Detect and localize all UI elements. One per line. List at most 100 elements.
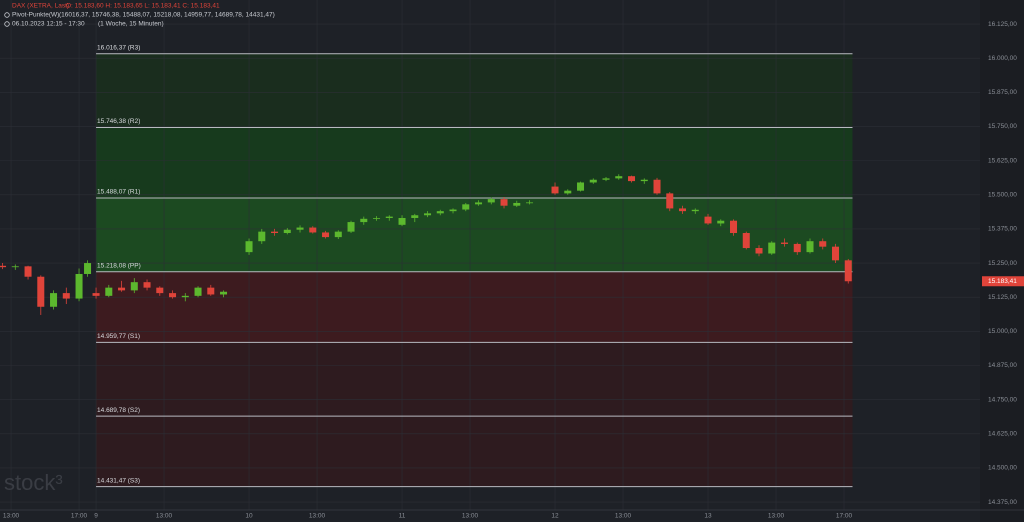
candle-body (309, 227, 317, 233)
candle-body (220, 291, 228, 295)
candle-body (768, 242, 776, 254)
x-tick-label: 13:00 (462, 513, 479, 520)
clock-icon (4, 21, 10, 27)
candle-body (666, 193, 674, 209)
candle-body (245, 241, 253, 253)
candle-body (130, 282, 138, 291)
header-ohlc: O: 15.183,60 H: 15.183,65 L: 15.183,41 C… (66, 3, 220, 10)
candle-body (37, 276, 45, 307)
watermark: stock³ (4, 470, 63, 495)
marks-layer (0, 53, 1024, 488)
y-tick-label: 14.875,00 (988, 362, 1017, 369)
candle-body (793, 243, 801, 253)
pivot-zone (96, 416, 853, 487)
x-tick-label: 13:00 (3, 513, 20, 520)
candle-body (207, 287, 215, 295)
candle-body (602, 178, 610, 180)
candle-body (360, 218, 368, 223)
candle-body (717, 220, 725, 224)
pivot-label: 15.218,08 (PP) (97, 262, 141, 269)
candle-body (84, 263, 92, 274)
y-tick-label: 15.250,00 (988, 260, 1017, 267)
candle-body (283, 229, 291, 234)
candle-body (322, 232, 330, 238)
candle-body (819, 241, 827, 247)
candle-body (806, 241, 814, 253)
candle-body (385, 216, 393, 218)
candle-body (156, 287, 164, 294)
pivot-zone (96, 53, 853, 128)
pivot-zone (96, 342, 853, 417)
candle-body (487, 199, 495, 203)
pivot-label: 15.488,07 (R1) (97, 189, 140, 196)
x-tick-label: 13 (704, 513, 712, 520)
x-tick-label: 10 (245, 513, 253, 520)
candle-body (628, 176, 636, 182)
candle-body (551, 186, 559, 194)
candle-body (334, 231, 342, 238)
header-indicator-values: (16016,37, 15746,38, 15488,07, 15218,08,… (59, 12, 275, 19)
pivot-label: 15.746,38 (R2) (97, 118, 140, 125)
candle-body (105, 287, 113, 296)
candle-body (181, 295, 189, 298)
candle-body (271, 231, 279, 234)
x-tick-label: 9 (94, 513, 98, 520)
candle-body (143, 282, 151, 288)
candle-body (194, 287, 202, 296)
candle-body (436, 211, 444, 214)
y-tick-label: 15.625,00 (988, 157, 1017, 164)
candle-body (589, 179, 597, 183)
candle-body (679, 208, 687, 212)
header-interval: (1 Woche, 15 Minuten) (98, 21, 164, 28)
last-price-box (982, 276, 1024, 287)
candle-body (640, 179, 648, 182)
indicator-icon (4, 12, 10, 18)
last-price-label: 15.183,41 (988, 278, 1017, 285)
candle-body (564, 190, 572, 194)
candle-body (411, 215, 419, 218)
pivot-label: 14.431,47 (S3) (97, 477, 140, 484)
y-tick-label: 14.375,00 (988, 499, 1017, 506)
x-tick-label: 17:00 (836, 513, 853, 520)
candle-body (526, 202, 534, 204)
x-tick-label: 13:00 (615, 513, 632, 520)
candle-body (11, 266, 19, 268)
y-tick-label: 15.750,00 (988, 123, 1017, 130)
candle-body (92, 293, 100, 296)
candle-body (832, 246, 840, 261)
header-symbol: DAX (XETRA, Last) (12, 3, 69, 10)
x-tick-label: 13:00 (768, 513, 785, 520)
x-tick-label: 12 (551, 513, 559, 520)
candle-body (475, 202, 483, 205)
pivot-label: 14.959,77 (S1) (97, 333, 140, 340)
x-tick-label: 13:00 (156, 513, 173, 520)
candle-body (75, 273, 83, 299)
candle-body (0, 265, 7, 268)
y-tick-label: 15.000,00 (988, 328, 1017, 335)
pivot-zone (96, 271, 853, 343)
pivot-label: 14.689,78 (S2) (97, 407, 140, 414)
background-layer (96, 53, 853, 487)
candle-body (373, 217, 381, 219)
y-tick-label: 15.500,00 (988, 191, 1017, 198)
y-tick-label: 14.625,00 (988, 431, 1017, 438)
candle-body (24, 266, 32, 277)
y-tick-label: 16.125,00 (988, 21, 1017, 28)
x-tick-label: 17:00 (71, 513, 88, 520)
candle-body (462, 204, 470, 210)
y-tick-label: 14.500,00 (988, 465, 1017, 472)
candle-body (577, 182, 585, 191)
candle-body (347, 222, 355, 232)
pivot-zone (96, 127, 853, 199)
y-tick-label: 15.125,00 (988, 294, 1017, 301)
candle-body (169, 293, 177, 298)
candle-body (742, 233, 750, 249)
candle-body (62, 293, 70, 299)
candle-body (615, 176, 623, 179)
candle-body (513, 202, 521, 206)
y-tick-label: 16.000,00 (988, 55, 1017, 62)
candle-body (449, 209, 457, 212)
x-tick-label: 11 (399, 513, 406, 520)
candle-body (691, 209, 699, 212)
candle-body (755, 248, 763, 254)
